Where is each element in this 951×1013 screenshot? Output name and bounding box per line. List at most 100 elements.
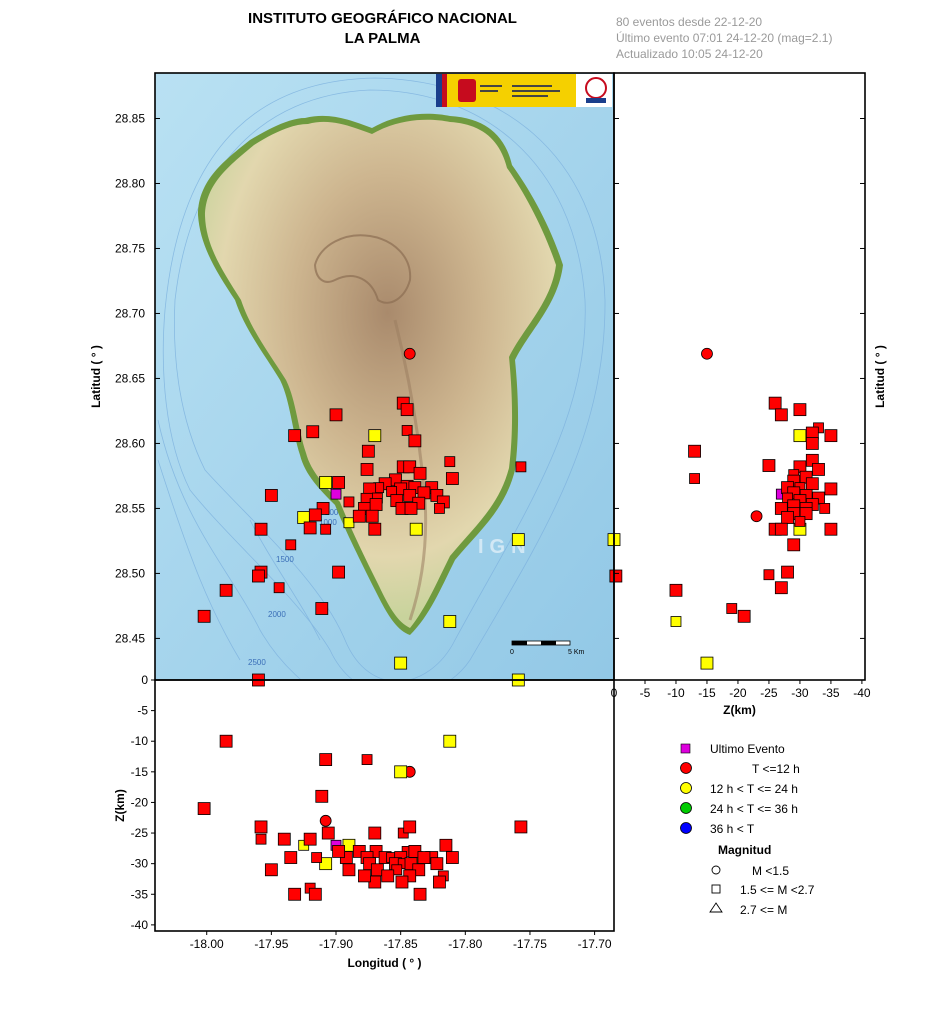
event-marker	[365, 509, 379, 523]
x-tick-label: -17.80	[448, 937, 482, 951]
y-tick-label: -15	[131, 765, 149, 779]
event-marker	[343, 517, 355, 529]
y-tick-label: 28.55	[115, 501, 145, 515]
x-tick-label: -17.95	[254, 937, 288, 951]
x-tick-label: -20	[729, 686, 747, 700]
y-tick-label: 28.65	[115, 371, 145, 385]
event-marker	[609, 569, 623, 583]
event-marker	[358, 869, 371, 883]
event-marker	[352, 509, 366, 523]
event-marker	[433, 875, 446, 889]
event-marker	[701, 347, 713, 360]
y-axis-label: Z(km)	[113, 789, 127, 822]
series-3	[197, 673, 528, 901]
event-marker	[401, 425, 413, 436]
series-3	[197, 396, 527, 623]
event-marker	[369, 498, 383, 511]
legend-t24: 12 h < T <= 24 h	[710, 782, 798, 796]
event-marker	[688, 444, 701, 458]
event-marker	[762, 459, 776, 472]
event-marker	[197, 802, 211, 815]
legend-t36: 24 h < T <= 36 h	[710, 802, 798, 816]
event-marker	[768, 396, 782, 410]
event-marker	[320, 523, 332, 535]
event-marker	[774, 581, 788, 595]
depth-latitude-plot: 0 -5 -10 -15 -20 -25 -30 -35 -40Z(km)Latitud ( °…	[607, 117, 887, 717]
scale-label-start: 0	[510, 649, 514, 656]
longitude-depth-frame	[154, 679, 615, 932]
event-marker	[264, 863, 278, 877]
legend-tmore: 36 h < T	[710, 822, 755, 836]
legend-last-event-marker	[680, 743, 691, 754]
event-marker	[408, 434, 422, 448]
contour-label-1000: 1000	[319, 518, 337, 527]
event-marker	[409, 522, 423, 536]
event-marker	[805, 437, 819, 450]
legend-m-small: M <1.5	[752, 864, 789, 878]
x-tick-label: -25	[760, 686, 778, 700]
legend: Ultimo Evento T <=12 h 12 h < T <= 24 h …	[680, 742, 815, 917]
event-marker	[794, 516, 806, 527]
event-marker	[284, 851, 298, 864]
event-marker	[812, 463, 825, 476]
contour-label-2500: 2500	[248, 658, 266, 667]
event-marker	[303, 521, 317, 535]
event-marker	[774, 408, 788, 422]
y-tick-label: -5	[137, 704, 148, 718]
event-marker	[332, 845, 346, 858]
x-tick-label: -5	[640, 686, 651, 700]
info-event-count: 80 eventos desde 22-12-20	[616, 15, 763, 29]
event-marker	[360, 463, 374, 476]
event-marker	[342, 863, 356, 877]
y-tick-label: 28.50	[115, 566, 145, 580]
event-marker	[805, 477, 819, 491]
depth-latitude-frame	[613, 72, 866, 681]
event-marker	[669, 583, 683, 597]
event-marker	[413, 887, 427, 901]
event-marker	[319, 753, 333, 766]
island-terrain	[205, 119, 556, 629]
event-marker	[368, 522, 382, 536]
event-marker	[750, 510, 763, 523]
caldera-rim	[313, 234, 412, 304]
y-tick-label: 28.70	[115, 306, 145, 320]
series-0	[701, 347, 763, 523]
event-marker	[793, 429, 807, 443]
event-marker	[332, 565, 346, 579]
y-tick-label: -40	[131, 918, 149, 932]
event-marker	[254, 522, 268, 536]
info-updated: Actualizado 10:05 24-12-20	[616, 47, 763, 61]
legend-red-marker	[680, 762, 692, 774]
event-marker	[285, 539, 297, 551]
event-marker	[781, 511, 794, 524]
x-tick-label: -35	[822, 686, 840, 700]
y-axis-label: Latitud ( ° )	[873, 345, 887, 408]
event-marker	[700, 656, 714, 670]
event-marker	[343, 496, 355, 508]
event-marker	[319, 476, 333, 489]
title-line-2: LA PALMA	[344, 30, 421, 47]
event-marker	[511, 533, 525, 547]
event-marker	[403, 460, 417, 474]
event-marker	[332, 476, 346, 489]
event-marker	[444, 456, 456, 468]
y-tick-label: -20	[131, 795, 149, 809]
title-line-1: INSTITUTO GEOGRÁFICO NACIONAL	[248, 10, 517, 27]
x-tick-label: -30	[791, 686, 809, 700]
event-marker	[417, 851, 431, 864]
scale-bar: 0 5 Km	[510, 640, 585, 656]
contour-label-2000: 2000	[268, 610, 286, 619]
legend-green-marker	[680, 802, 692, 814]
legend-square-icon	[711, 884, 721, 894]
event-marker	[368, 429, 382, 443]
event-marker	[413, 466, 427, 480]
event-marker	[303, 832, 317, 846]
y-tick-label: -25	[131, 826, 149, 840]
event-marker	[514, 820, 528, 834]
event-marker	[219, 734, 233, 748]
series-1	[297, 429, 525, 670]
scale-label-end: 5 Km	[568, 649, 585, 656]
event-marker	[824, 482, 838, 496]
y-tick-label: -30	[131, 857, 149, 871]
x-tick-label: -17.75	[513, 937, 547, 951]
